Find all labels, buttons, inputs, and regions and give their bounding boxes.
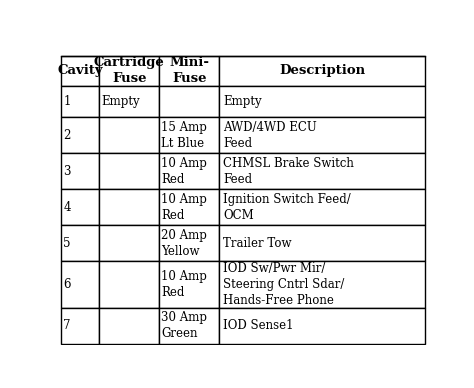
Text: IOD Sense1: IOD Sense1 <box>223 319 293 332</box>
Bar <box>159 117 219 153</box>
Bar <box>159 153 219 189</box>
Bar <box>61 189 99 225</box>
Text: 1: 1 <box>64 95 71 108</box>
Text: Cavity: Cavity <box>57 64 103 77</box>
Bar <box>99 189 159 225</box>
Text: 6: 6 <box>64 278 71 291</box>
Text: 10 Amp
Red: 10 Amp Red <box>162 157 207 185</box>
Text: Empty: Empty <box>101 95 140 108</box>
Text: 4: 4 <box>64 201 71 214</box>
Bar <box>219 117 425 153</box>
Bar <box>159 308 219 344</box>
Bar <box>159 55 219 86</box>
Bar <box>61 225 99 262</box>
Bar <box>61 55 99 86</box>
Text: Mini-
Fuse: Mini- Fuse <box>169 56 210 85</box>
Text: Cartridge
Fuse: Cartridge Fuse <box>94 56 164 85</box>
Text: IOD Sw/Pwr Mir/
Steering Cntrl Sdar/
Hands-Free Phone: IOD Sw/Pwr Mir/ Steering Cntrl Sdar/ Han… <box>223 262 344 307</box>
Text: 15 Amp
Lt Blue: 15 Amp Lt Blue <box>162 121 207 149</box>
Bar <box>61 117 99 153</box>
Bar <box>61 308 99 344</box>
Text: 10 Amp
Red: 10 Amp Red <box>162 193 207 222</box>
Bar <box>99 225 159 262</box>
Bar <box>99 86 159 117</box>
Bar <box>99 262 159 308</box>
Text: 10 Amp
Red: 10 Amp Red <box>162 270 207 299</box>
Bar <box>219 153 425 189</box>
Text: Trailer Tow: Trailer Tow <box>223 237 292 250</box>
Text: AWD/4WD ECU
Feed: AWD/4WD ECU Feed <box>223 121 317 149</box>
Bar <box>99 308 159 344</box>
Bar <box>159 262 219 308</box>
Bar <box>61 262 99 308</box>
Bar <box>219 189 425 225</box>
Bar <box>159 189 219 225</box>
Text: Ignition Switch Feed/
OCM: Ignition Switch Feed/ OCM <box>223 193 351 222</box>
Text: CHMSL Brake Switch
Feed: CHMSL Brake Switch Feed <box>223 157 354 185</box>
Bar <box>99 153 159 189</box>
Bar <box>159 225 219 262</box>
Bar <box>99 55 159 86</box>
Text: 20 Amp
Yellow: 20 Amp Yellow <box>162 229 207 258</box>
Text: 7: 7 <box>64 319 71 332</box>
Text: Empty: Empty <box>223 95 262 108</box>
Bar <box>219 308 425 344</box>
Text: Description: Description <box>279 64 365 77</box>
Bar <box>61 153 99 189</box>
Bar <box>219 55 425 86</box>
Bar <box>219 225 425 262</box>
Text: 2: 2 <box>64 128 71 142</box>
Bar <box>159 86 219 117</box>
Bar <box>61 86 99 117</box>
Text: 30 Amp
Green: 30 Amp Green <box>162 311 208 340</box>
Bar <box>219 86 425 117</box>
Text: 5: 5 <box>64 237 71 250</box>
Bar <box>219 262 425 308</box>
Bar <box>99 117 159 153</box>
Text: 3: 3 <box>64 165 71 178</box>
